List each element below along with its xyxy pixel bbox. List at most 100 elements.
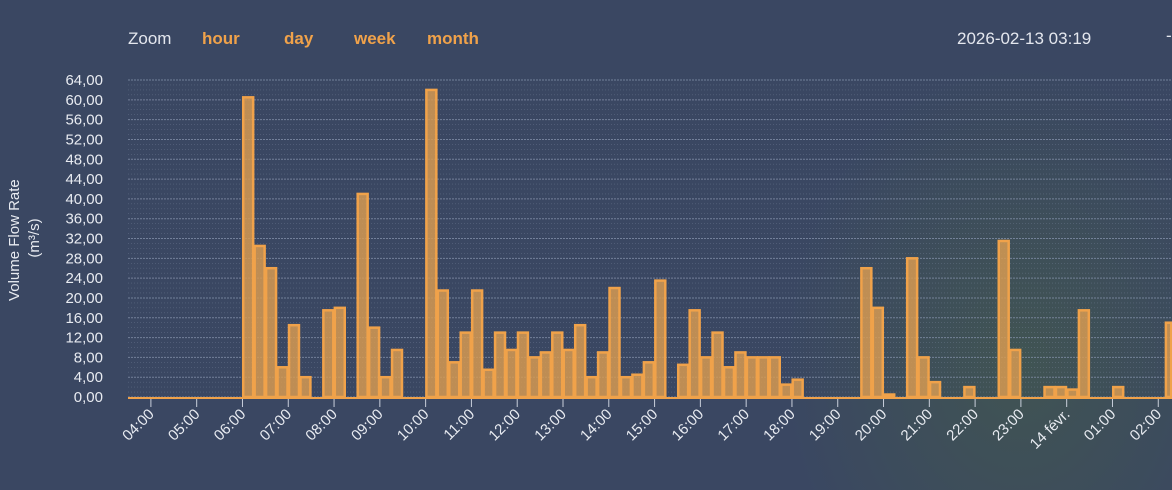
y-tick-label: 52,00 bbox=[65, 131, 103, 148]
y-tick-label: 56,00 bbox=[65, 112, 103, 129]
bar[interactable] bbox=[322, 309, 335, 399]
bar[interactable] bbox=[1077, 309, 1091, 399]
bar[interactable] bbox=[493, 331, 507, 399]
bar[interactable] bbox=[425, 88, 438, 399]
bar[interactable] bbox=[470, 289, 484, 399]
y-tick-label: 40,00 bbox=[65, 191, 103, 208]
bar[interactable] bbox=[264, 266, 278, 399]
y-tick-label: 36,00 bbox=[65, 211, 103, 228]
bar[interactable] bbox=[608, 286, 621, 399]
bar[interactable] bbox=[1066, 388, 1079, 399]
bar[interactable] bbox=[1043, 385, 1056, 399]
bar[interactable] bbox=[745, 356, 759, 399]
x-tick-label: 16:00 bbox=[669, 406, 708, 445]
bar[interactable] bbox=[883, 393, 896, 399]
bar[interactable] bbox=[768, 356, 781, 399]
y-axis-label: Volume Flow Rate (m³/s) bbox=[6, 175, 43, 301]
bar[interactable] bbox=[528, 356, 541, 399]
x-tick-label: 06:00 bbox=[211, 406, 250, 445]
bar[interactable] bbox=[963, 385, 976, 399]
y-tick-label: 32,00 bbox=[65, 231, 103, 248]
y-tick-label: 44,00 bbox=[65, 171, 103, 188]
zoom-month-button[interactable]: month bbox=[427, 29, 479, 48]
bar[interactable] bbox=[436, 289, 450, 399]
zoom-label: Zoom bbox=[128, 29, 172, 48]
bar[interactable] bbox=[573, 323, 587, 399]
bar[interactable] bbox=[860, 266, 873, 399]
bar[interactable] bbox=[367, 326, 381, 399]
y-tick-label: 0,00 bbox=[74, 389, 103, 406]
bar[interactable] bbox=[722, 366, 736, 399]
x-tick-label: 12:00 bbox=[485, 406, 524, 445]
bar[interactable] bbox=[1164, 321, 1172, 399]
bar[interactable] bbox=[562, 348, 575, 399]
y-tick-label: 20,00 bbox=[65, 290, 103, 307]
bar[interactable] bbox=[734, 351, 747, 399]
x-tick-label: 20:00 bbox=[852, 406, 891, 445]
bar[interactable] bbox=[619, 375, 633, 399]
bar[interactable] bbox=[253, 244, 266, 399]
x-tick-label: 18:00 bbox=[760, 406, 799, 445]
y-tick-label: 48,00 bbox=[65, 151, 103, 168]
bar[interactable] bbox=[917, 356, 930, 399]
x-tick-label: 05:00 bbox=[165, 406, 204, 445]
bar[interactable] bbox=[928, 380, 942, 399]
bar[interactable] bbox=[1008, 348, 1022, 399]
zoom-day-button[interactable]: day bbox=[284, 29, 314, 48]
y-tick-label: 64,00 bbox=[65, 72, 103, 89]
x-tick-label: 04:00 bbox=[119, 406, 158, 445]
x-tick-label: 10:00 bbox=[394, 406, 433, 445]
bar[interactable] bbox=[551, 331, 564, 399]
bar[interactable] bbox=[871, 306, 885, 399]
x-tick-label: 14 févr. bbox=[1027, 406, 1074, 453]
bar[interactable] bbox=[1054, 385, 1068, 399]
bar[interactable] bbox=[1111, 385, 1125, 399]
bar[interactable] bbox=[459, 331, 472, 399]
zoom-hour-button[interactable]: hour bbox=[202, 29, 240, 48]
y-tick-label: 12,00 bbox=[65, 330, 103, 347]
x-tick-label: 19:00 bbox=[806, 406, 845, 445]
x-tick-label: 01:00 bbox=[1081, 406, 1120, 445]
y-tick-label: 4,00 bbox=[74, 369, 103, 386]
y-tick-label: 28,00 bbox=[65, 250, 103, 267]
y-tick-label: 16,00 bbox=[65, 310, 103, 327]
bar[interactable] bbox=[699, 356, 713, 399]
x-tick-label: 21:00 bbox=[898, 406, 937, 445]
range-datetime[interactable]: 2026-02-13 03:19 bbox=[957, 29, 1092, 48]
bar[interactable] bbox=[642, 361, 656, 399]
bar[interactable] bbox=[482, 368, 495, 399]
bar[interactable] bbox=[539, 351, 553, 399]
x-tick-label: 02:00 bbox=[1127, 406, 1166, 445]
bar[interactable] bbox=[676, 363, 690, 399]
range-selector-toolbar: Zoom hour day week month 2026-02-13 03:1… bbox=[0, 0, 1172, 76]
x-tick-label: 17:00 bbox=[714, 406, 753, 445]
bar[interactable] bbox=[379, 375, 392, 399]
bar[interactable] bbox=[631, 373, 644, 399]
bar[interactable] bbox=[688, 309, 701, 399]
bar[interactable] bbox=[390, 348, 404, 399]
bar[interactable] bbox=[711, 331, 724, 399]
bar[interactable] bbox=[505, 348, 518, 399]
zoom-week-button[interactable]: week bbox=[354, 29, 396, 48]
bar[interactable] bbox=[287, 323, 301, 399]
bar[interactable] bbox=[654, 279, 667, 399]
y-axis-ticks: 0,00 4,00 8,00 12,00 16,00 20,00 24,00 28,00 32,… bbox=[65, 72, 103, 406]
bar[interactable] bbox=[585, 375, 598, 399]
bar[interactable] bbox=[757, 356, 770, 399]
bar[interactable] bbox=[791, 378, 804, 399]
bar[interactable] bbox=[516, 331, 530, 399]
bar[interactable] bbox=[356, 192, 369, 399]
bar[interactable] bbox=[997, 239, 1010, 399]
bar[interactable] bbox=[333, 306, 347, 399]
x-tick-label: 15:00 bbox=[623, 406, 662, 445]
bar[interactable] bbox=[299, 375, 312, 399]
x-tick-label: 08:00 bbox=[302, 406, 341, 445]
bar[interactable] bbox=[905, 257, 919, 399]
bar[interactable] bbox=[241, 96, 255, 399]
x-tick-label: 14:00 bbox=[577, 406, 616, 445]
bar[interactable] bbox=[780, 383, 793, 399]
bar[interactable] bbox=[276, 366, 289, 399]
bar[interactable] bbox=[448, 361, 461, 399]
bar[interactable] bbox=[596, 351, 610, 399]
